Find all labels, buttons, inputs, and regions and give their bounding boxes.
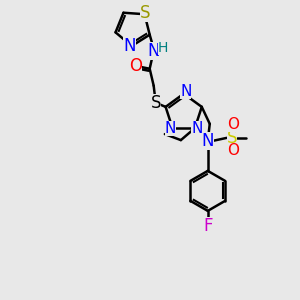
Text: O: O	[129, 57, 142, 75]
Text: S: S	[226, 129, 237, 147]
Text: N: N	[165, 121, 176, 136]
Text: N: N	[202, 132, 214, 150]
Text: H: H	[158, 41, 168, 55]
Text: O: O	[227, 117, 239, 132]
Text: N: N	[191, 121, 202, 136]
Text: O: O	[227, 143, 239, 158]
Text: N: N	[180, 84, 191, 99]
Text: S: S	[140, 4, 151, 22]
Text: S: S	[150, 94, 161, 112]
Text: N: N	[147, 42, 160, 60]
Text: F: F	[203, 217, 212, 235]
Text: N: N	[124, 37, 136, 55]
